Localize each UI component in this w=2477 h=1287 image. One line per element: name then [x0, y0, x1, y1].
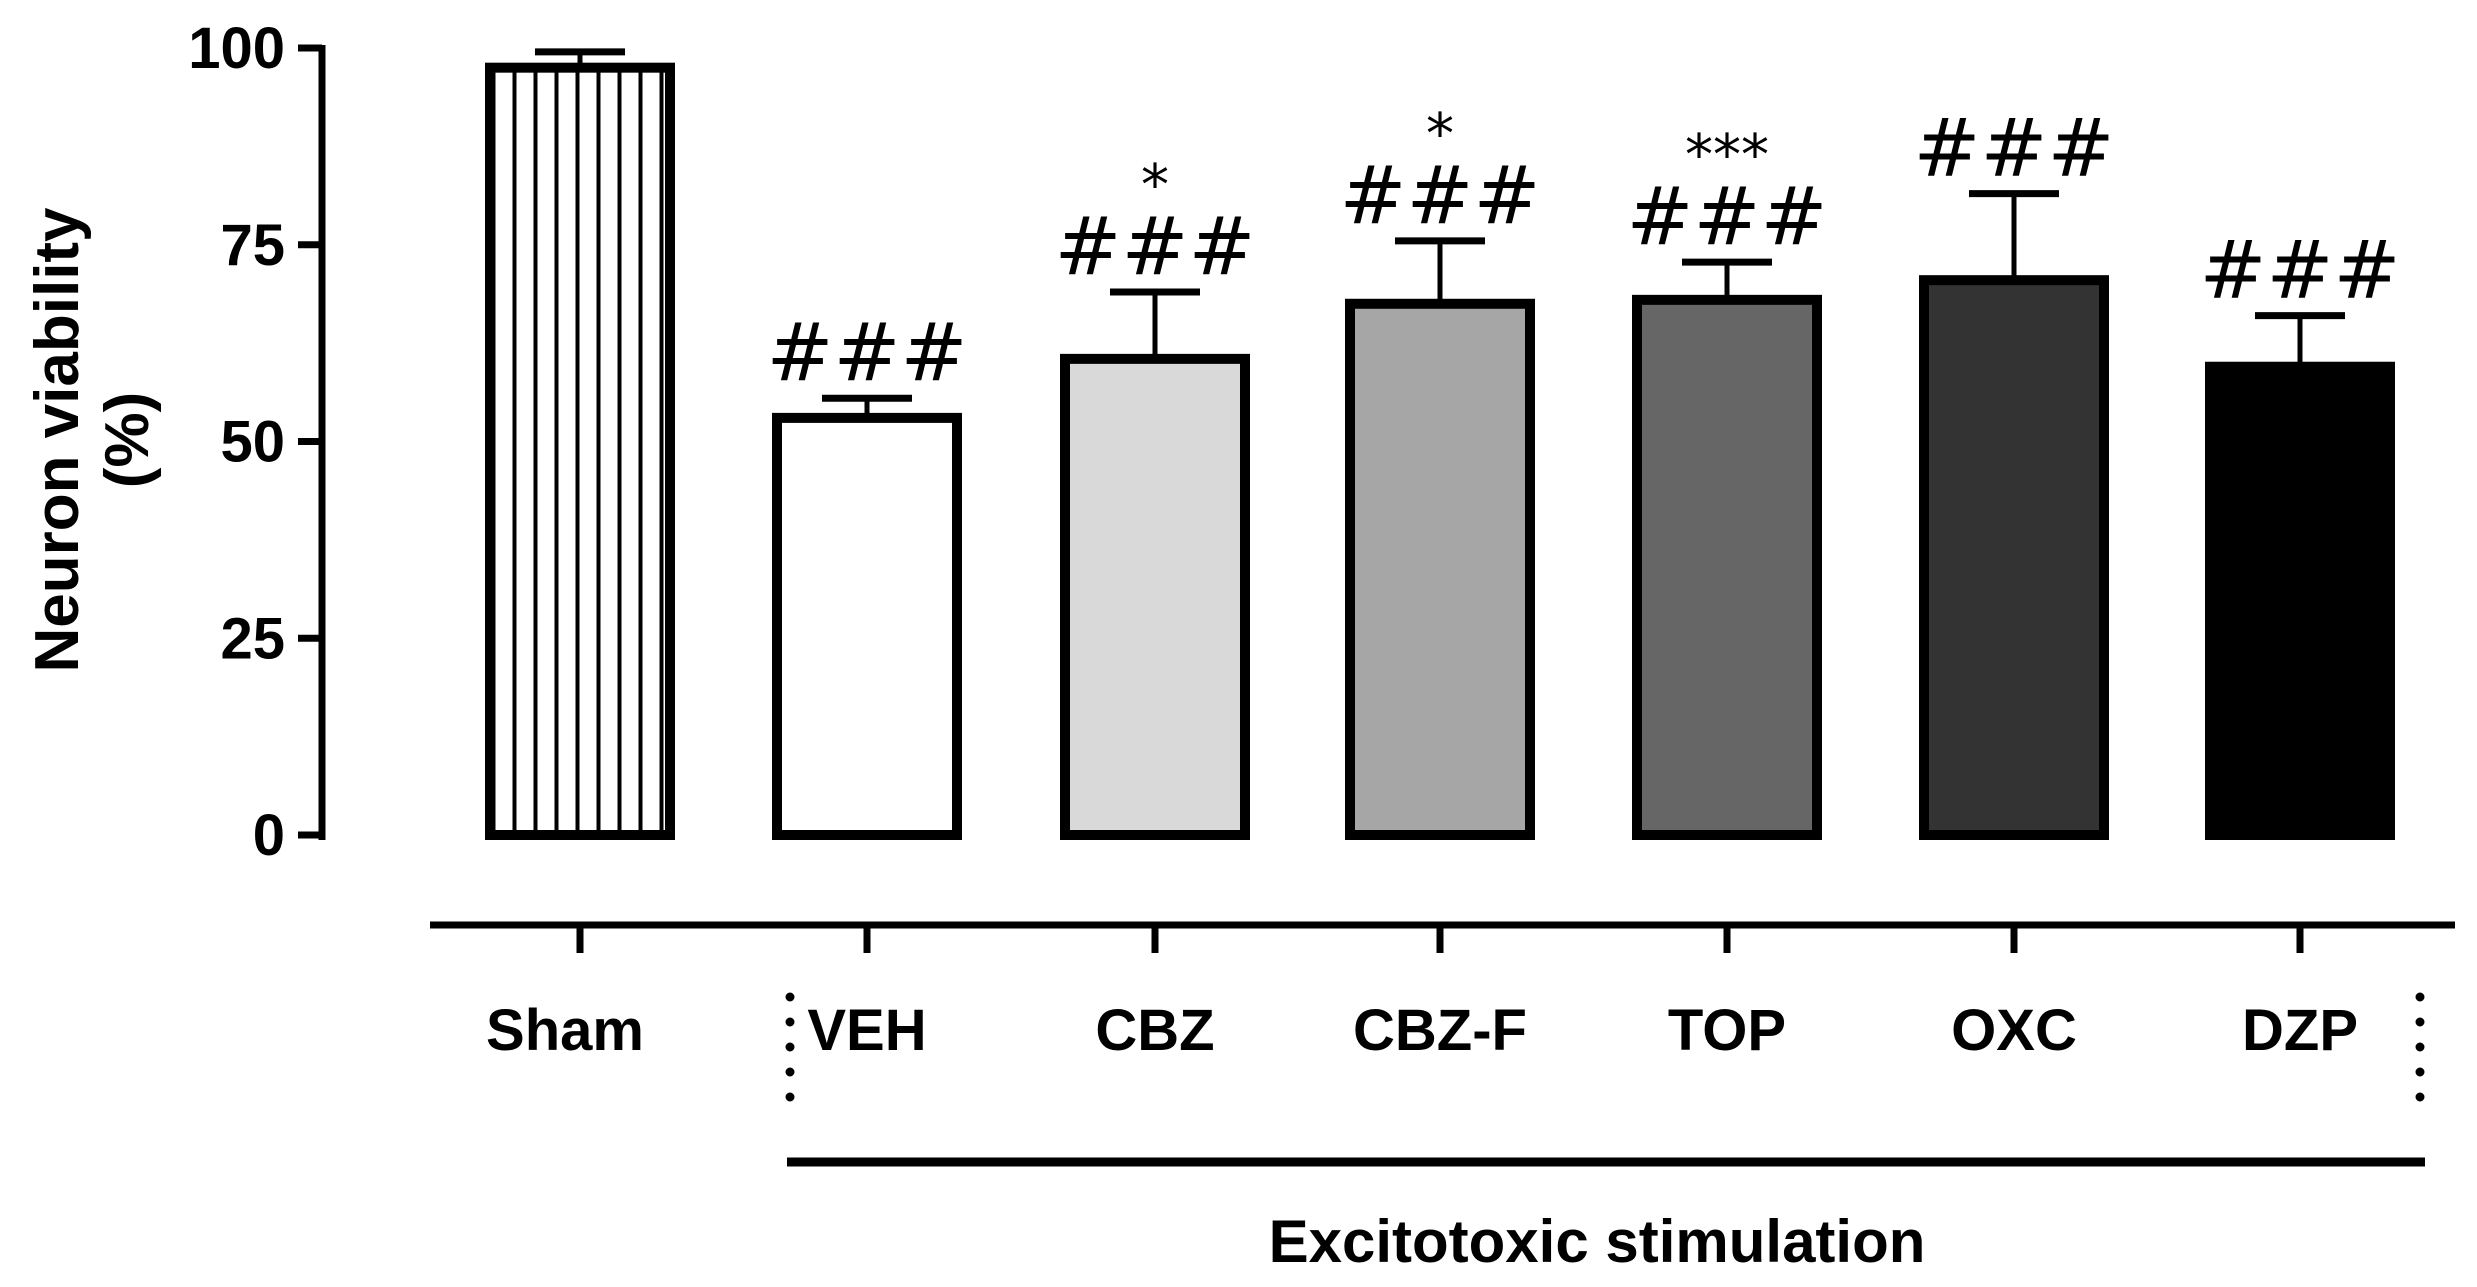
x-ticks: Sham VEH CBZ CBZ-F TOP OXC DZP: [486, 925, 2358, 1063]
bar: [772, 412, 962, 840]
group-label: Excitotoxic stimulation: [1269, 1208, 1926, 1275]
x-tick-label: Sham: [486, 998, 644, 1063]
y-axis-label-line-2: (%): [93, 392, 162, 488]
bars: ######* ###*###*** ######: [485, 48, 2401, 841]
bar: [1919, 275, 2109, 841]
x-tick-label: TOP: [1668, 998, 1786, 1063]
hash-annotation: ###: [2199, 224, 2400, 317]
x-tick-label: DZP: [2242, 998, 2358, 1063]
y-ticks: 0 25 50 75 100: [188, 16, 322, 868]
star-annotation: *: [1426, 102, 1454, 167]
y-tick-label: 0: [253, 803, 285, 868]
hash-annotation: ###: [1913, 102, 2114, 195]
hash-annotation: ###: [1054, 200, 1255, 293]
y-axis-label: Neuron viability (%): [23, 207, 162, 673]
hash-annotation: ###: [1626, 170, 1827, 263]
y-tick-label: 75: [220, 213, 285, 278]
hash-annotation: ###: [1339, 149, 1540, 242]
bar: [485, 62, 675, 841]
x-tick-label: CBZ-F: [1353, 998, 1527, 1063]
bar: [1632, 294, 1822, 840]
y-tick-label: 25: [220, 606, 285, 671]
x-tick-label: CBZ: [1095, 998, 1214, 1063]
bar: [1345, 298, 1535, 840]
star-annotation: *: [1141, 153, 1169, 218]
bar: [1060, 353, 1250, 840]
y-tick-label: 50: [220, 410, 285, 475]
x-tick-label: OXC: [1951, 998, 2077, 1063]
hash-annotation: ###: [766, 306, 967, 399]
bar: [2205, 361, 2395, 840]
x-tick-label: VEH: [807, 998, 926, 1063]
group-bracket: Excitotoxic stimulation: [785, 992, 2425, 1275]
y-tick-label: 100: [188, 16, 285, 81]
y-axis-label-line-1: Neuron viability: [23, 207, 92, 673]
star-annotation: ***: [1685, 123, 1769, 188]
